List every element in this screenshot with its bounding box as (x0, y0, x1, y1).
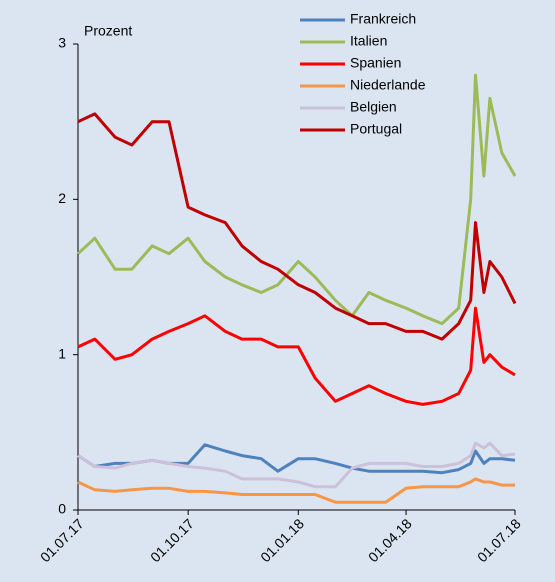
legend-label: Spanien (350, 55, 401, 71)
y-tick-label: 3 (58, 35, 66, 51)
y-tick-label: 1 (58, 345, 66, 361)
series-line (77, 477, 515, 504)
y-tick-label: 0 (58, 501, 66, 517)
series-line (76, 73, 517, 326)
series-line (77, 112, 517, 341)
legend-label: Frankreich (350, 11, 416, 27)
y-tick-label: 2 (58, 190, 66, 206)
y-axis-label: Prozent (84, 23, 132, 39)
legend-label: Niederlande (350, 77, 426, 93)
series-line (77, 441, 516, 489)
series-line (77, 306, 516, 406)
legend-label: Belgien (350, 99, 397, 115)
legend-label: Italien (350, 33, 387, 49)
legend-label: Portugal (350, 121, 402, 137)
